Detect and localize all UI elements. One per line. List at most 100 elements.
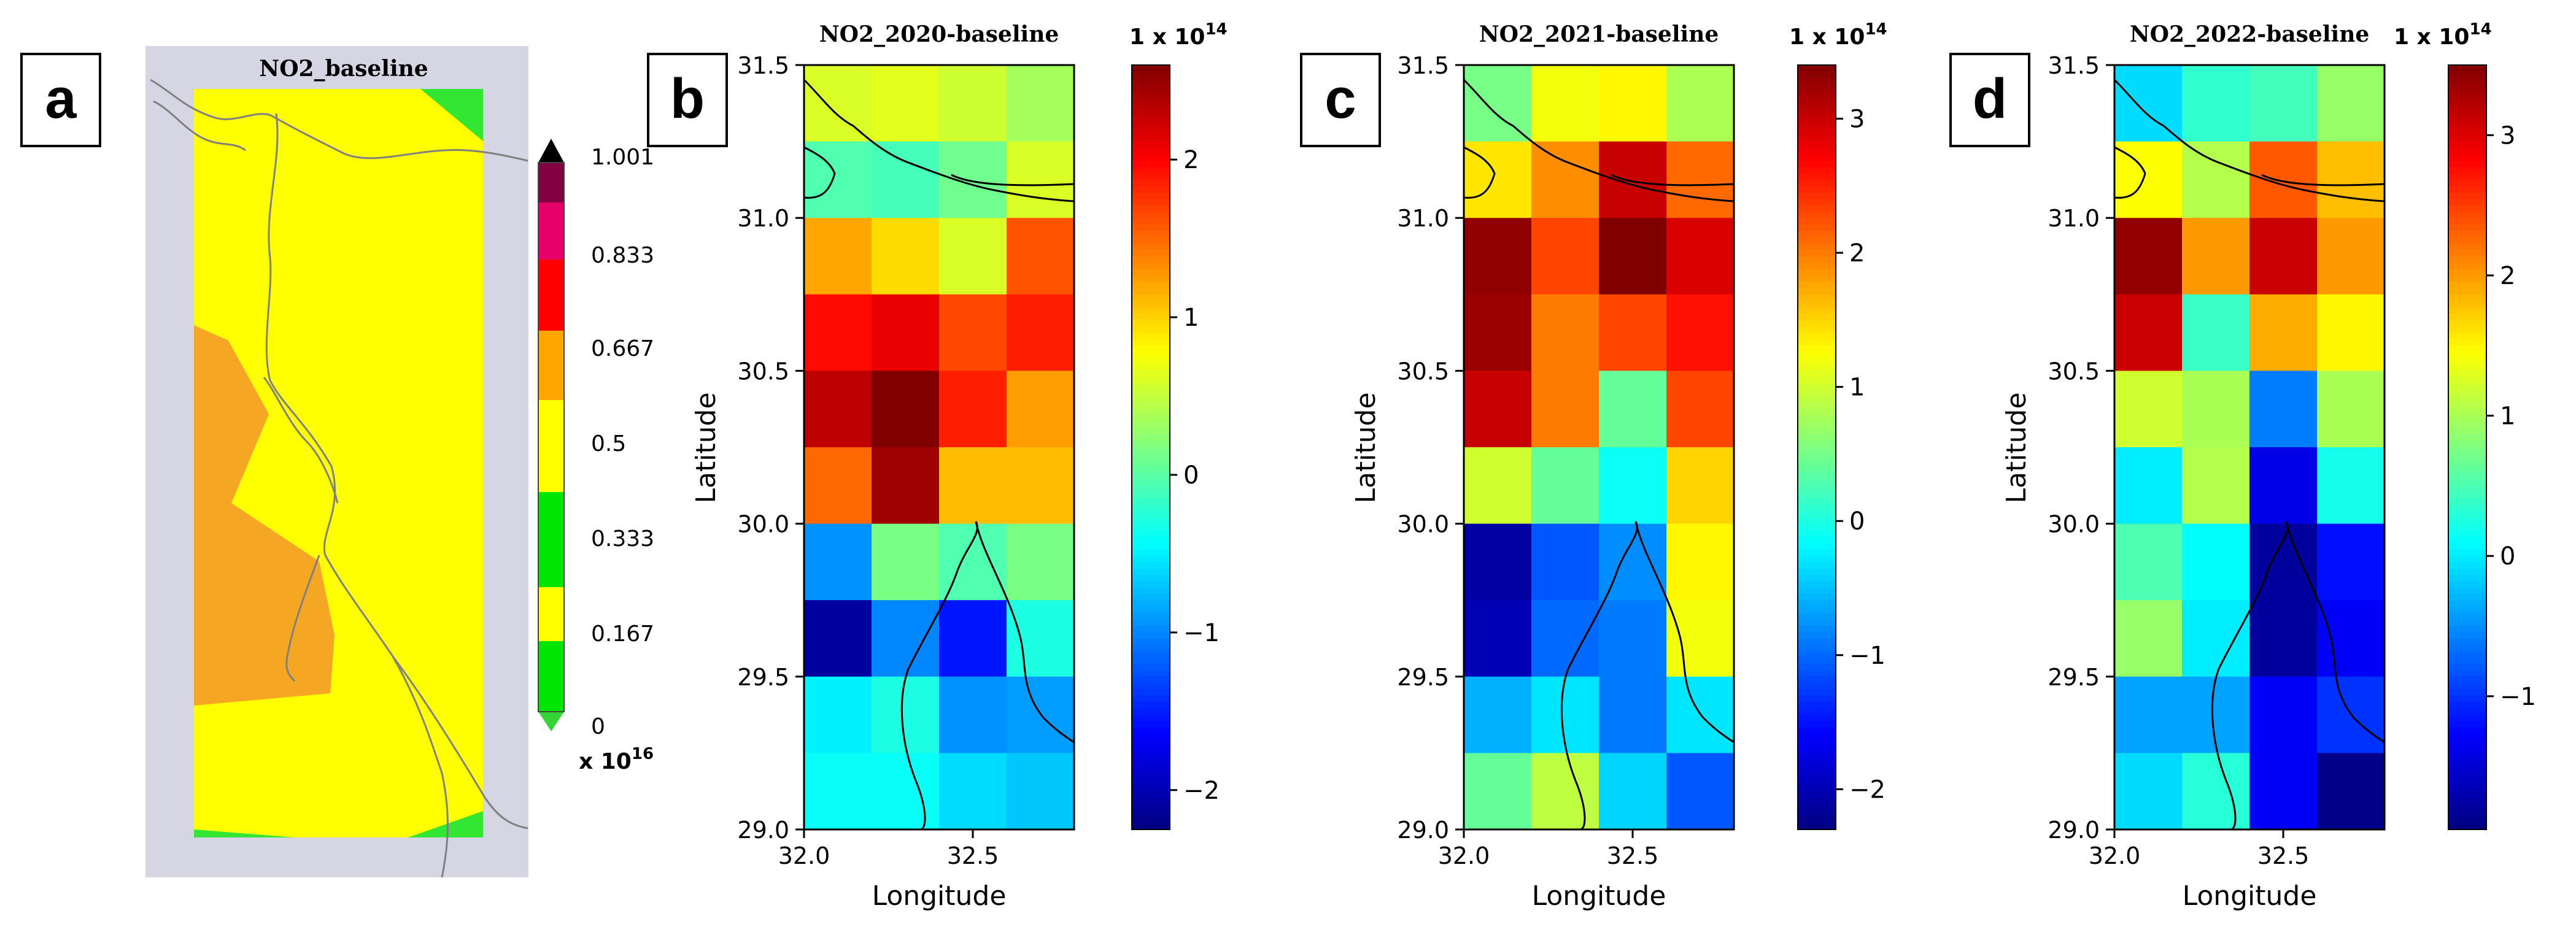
chart-c-plot-frame <box>1463 64 1735 831</box>
chart-d-cbar-swatch <box>2448 561 2486 569</box>
chart-d-cbar-swatch <box>2448 517 2486 525</box>
chart-d-cbar-swatch <box>2448 568 2486 575</box>
chart-b-cell-r7-c1 <box>872 600 940 677</box>
chart-d-cbar-swatch <box>2448 823 2486 830</box>
chart-d-ytick-label: 30.0 <box>2048 511 2100 538</box>
chart-c-cbar-swatch <box>1798 695 1836 702</box>
chart-b-cbar-swatch <box>1132 141 1170 148</box>
chart-c-cell-r7-c3 <box>1666 600 1735 677</box>
chart-d-cbar-swatch <box>2448 504 2486 512</box>
chart-c-cbar-swatch <box>1798 587 1836 594</box>
chart-d-cbar-swatch <box>2448 256 2486 263</box>
chart-b-ytick-label: 29.5 <box>737 664 789 691</box>
chart-c-cbar-swatch <box>1798 160 1836 167</box>
chart-b-cell-r2-c2 <box>939 218 1007 295</box>
chart-b-cbar-multiplier-base: 1 x 10 <box>1129 25 1205 50</box>
chart-c-cell-r4-c0 <box>1464 371 1532 448</box>
chart-c-cbar-swatch <box>1798 218 1836 225</box>
chart-b-ytick-label: 30.5 <box>737 358 789 385</box>
chart-b-cell-r1-c3 <box>1007 141 1075 218</box>
chart-d-cell-r9-c1 <box>2182 753 2250 830</box>
chart-c-cbar-swatch <box>1798 491 1836 499</box>
chart-b-cbar-swatch <box>1132 472 1170 480</box>
chart-b-cell-r8-c0 <box>804 676 872 753</box>
chart-b-cbar-swatch <box>1132 415 1170 423</box>
chart-c-cell-r0-c1 <box>1531 65 1599 142</box>
chart-d-cell-r9-c2 <box>2249 753 2318 830</box>
chart-c-cbar-swatch <box>1798 275 1836 282</box>
chart-c-cell-r5-c1 <box>1531 447 1599 525</box>
chart-c-ytick-label: 30.5 <box>1397 358 1449 385</box>
chart-d-cell-r7-c0 <box>2114 600 2183 677</box>
chart-b-cell-r8-c2 <box>939 676 1007 753</box>
panel-c-letter: c <box>1325 67 1356 130</box>
chart-c-ytick-label: 29.5 <box>1397 664 1449 691</box>
chart-d-cell-r6-c1 <box>2182 523 2250 601</box>
chart-c-cbar-swatch <box>1798 644 1836 652</box>
chart-c-cbar-swatch <box>1798 415 1836 423</box>
chart-c-cbar-swatch <box>1798 434 1836 442</box>
chart-d-cbar-swatch <box>2448 434 2486 442</box>
chart-d-cell-r3-c2 <box>2249 294 2318 371</box>
chart-c-cbar-swatch <box>1798 734 1836 741</box>
chart-d-cell-r9-c3 <box>2317 753 2385 830</box>
chart-b-cbar-swatch <box>1132 689 1170 696</box>
chart-d-cbar-swatch <box>2448 695 2486 702</box>
chart-b-cbar-swatch <box>1132 109 1170 117</box>
chart-d-cell-r1-c2 <box>2249 141 2318 218</box>
chart-d-cbar-swatch <box>2448 670 2486 677</box>
chart-d-cbar-swatch <box>2448 160 2486 167</box>
chart-d-cbar-tick-label: 3 <box>2500 121 2515 150</box>
chart-d-cbar-swatch <box>2448 154 2486 161</box>
chart-b-cbar-swatch <box>1132 288 1170 295</box>
chart-d-ytick-label: 30.5 <box>2048 358 2100 385</box>
chart-d-cbar-swatch <box>2448 447 2486 454</box>
legend-a-bin-0 <box>538 163 564 202</box>
chart-b-cbar-tick-label: 1 <box>1183 304 1199 332</box>
chart-d-cbar-swatch <box>2448 237 2486 244</box>
chart-c-cbar-swatch <box>1798 657 1836 664</box>
chart-b-cbar-swatch <box>1132 460 1170 467</box>
chart-b-cbar-swatch <box>1132 715 1170 722</box>
chart-d-cbar-swatch <box>2448 333 2486 340</box>
chart-c-cell-r4-c1 <box>1531 371 1599 448</box>
chart-b-cbar-swatch <box>1132 160 1170 167</box>
chart-d-cbar-swatch <box>2448 466 2486 474</box>
chart-c-cbar-swatch <box>1798 154 1836 161</box>
chart-b-cell-r6-c0 <box>804 523 872 601</box>
chart-d-cbar-swatch <box>2448 676 2486 683</box>
chart-b-cbar-swatch <box>1132 282 1170 289</box>
chart-b-cbar-swatch <box>1132 90 1170 98</box>
chart-b-cbar-swatch <box>1132 568 1170 575</box>
chart-b-cbar-swatch <box>1132 339 1170 346</box>
chart-b-cell-r1-c2 <box>939 141 1007 218</box>
chart-b-cbar-swatch <box>1132 753 1170 760</box>
legend-a-label-6: 0 <box>591 714 605 739</box>
chart-c-cbar-swatch <box>1798 651 1836 658</box>
chart-b-cell-r0-c3 <box>1007 65 1075 142</box>
chart-b-cbar-swatch <box>1132 396 1170 403</box>
chart-b-cbar-swatch <box>1132 479 1170 486</box>
chart-b-cbar-swatch <box>1132 721 1170 728</box>
chart-c-cbar-swatch <box>1798 77 1836 85</box>
chart-b-cell-r6-c1 <box>872 523 940 601</box>
chart-c-cbar-swatch <box>1798 128 1836 136</box>
chart-c-cbar-swatch <box>1798 135 1836 142</box>
chart-b-cbar-swatch <box>1132 581 1170 588</box>
map-a-region-ne-corner <box>420 89 483 141</box>
chart-d-cbar-swatch <box>2448 282 2486 289</box>
chart-b-cbar-swatch <box>1132 625 1170 633</box>
chart-d-ytick-label: 29.5 <box>2048 664 2100 691</box>
chart-b-ylabel: Latitude <box>690 392 722 503</box>
chart-d-cbar-swatch <box>2448 727 2486 734</box>
chart-b-cbar-swatch <box>1132 612 1170 620</box>
chart-d-cell-r1-c1 <box>2182 141 2250 218</box>
chart-c-cbar-swatch <box>1798 485 1836 493</box>
chart-b-xtick-label: 32.0 <box>778 842 830 869</box>
chart-d-cbar-swatch <box>2448 498 2486 506</box>
chart-c-cbar-swatch <box>1798 625 1836 633</box>
chart-d-cell-r7-c3 <box>2317 600 2385 677</box>
chart-b-cbar-swatch <box>1132 179 1170 187</box>
chart-b-cbar-swatch <box>1132 256 1170 263</box>
chart-b-cell-r9-c1 <box>872 753 940 830</box>
